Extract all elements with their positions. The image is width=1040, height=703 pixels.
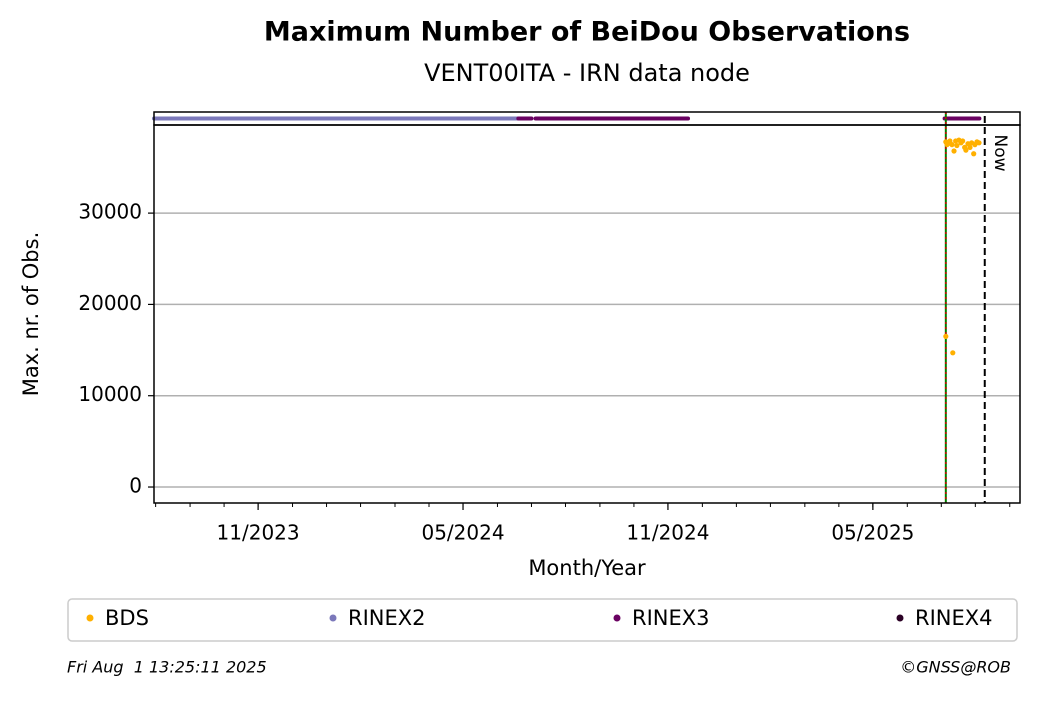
x-axis-label: Month/Year bbox=[528, 556, 646, 580]
y-tick-label: 20000 bbox=[78, 291, 142, 315]
legend-marker bbox=[329, 614, 337, 622]
chart-title: Maximum Number of BeiDou Observations bbox=[264, 17, 910, 48]
x-tick-label: 11/2024 bbox=[626, 521, 709, 545]
y-tick-label: 0 bbox=[129, 474, 142, 498]
data-point bbox=[971, 151, 977, 157]
chart-subtitle: VENT00ITA - IRN data node bbox=[424, 59, 750, 87]
data-point bbox=[967, 144, 973, 150]
data-point bbox=[951, 148, 957, 154]
data-point bbox=[963, 147, 969, 153]
data-point bbox=[976, 140, 982, 146]
data-point bbox=[949, 142, 955, 148]
strip-frame bbox=[153, 111, 1021, 126]
legend-label: RINEX2 bbox=[348, 606, 426, 630]
data-point bbox=[960, 138, 966, 144]
y-axis-label: Max. nr. of Obs. bbox=[19, 232, 43, 397]
footer-copyright: ©GNSS@ROB bbox=[900, 658, 1011, 677]
data-point bbox=[954, 142, 960, 149]
now-label: Now bbox=[990, 134, 1010, 171]
x-tick-label: 11/2023 bbox=[217, 521, 300, 545]
legend-marker bbox=[86, 614, 94, 622]
legend-marker bbox=[896, 614, 904, 622]
legend-label: RINEX3 bbox=[632, 606, 710, 630]
legend-marker bbox=[613, 614, 621, 622]
data-point bbox=[950, 350, 956, 356]
y-tick-label: 30000 bbox=[78, 200, 142, 224]
y-tick-label: 10000 bbox=[78, 382, 142, 406]
footer-date: Fri Aug 1 13:25:11 2025 bbox=[67, 658, 267, 677]
legend-label: RINEX4 bbox=[915, 606, 993, 630]
legend-label: BDS bbox=[105, 606, 149, 630]
x-tick-label: 05/2025 bbox=[831, 521, 914, 545]
x-tick-label: 05/2024 bbox=[421, 521, 504, 545]
data-point bbox=[943, 333, 949, 339]
legend-box bbox=[67, 598, 1018, 642]
